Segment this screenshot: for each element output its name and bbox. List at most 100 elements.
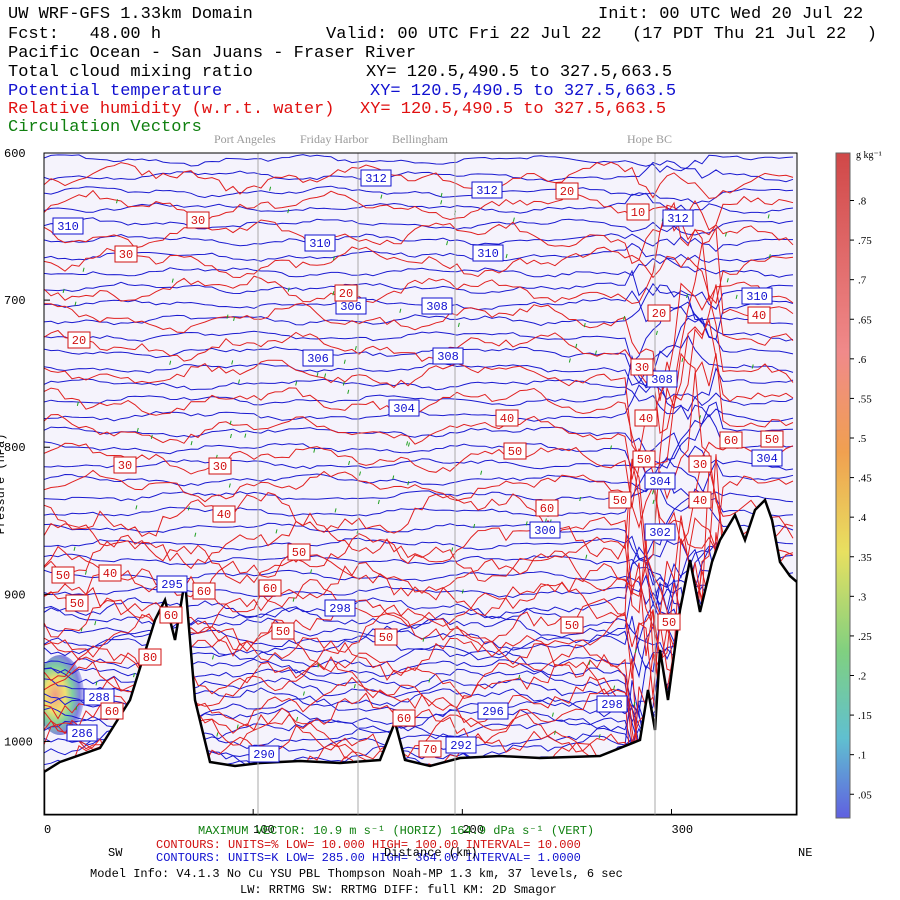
contour-line <box>44 242 794 263</box>
vector <box>633 701 636 707</box>
vector <box>594 350 597 355</box>
contour-label: 310 <box>57 220 79 234</box>
y-axis-label: Pressure (hPa) <box>0 434 8 535</box>
colorbar <box>835 152 851 819</box>
contour-line <box>44 353 794 500</box>
vector <box>292 597 295 602</box>
contour-label-box <box>495 409 519 427</box>
colorbar-unit: g kg⁻¹ <box>856 150 882 161</box>
vector <box>62 288 65 293</box>
contour-line <box>44 458 794 714</box>
field-name: Relative humidity (w.r.t. water) <box>8 100 334 119</box>
contour-line <box>44 233 794 252</box>
colorbar-tick-label: .8 <box>858 196 867 208</box>
contour-label-box <box>51 566 75 584</box>
contour-label-box <box>477 702 509 720</box>
vector <box>767 214 770 219</box>
colorbar-tick-label: .25 <box>858 631 872 643</box>
contour-line <box>44 317 794 384</box>
contour-label: 50 <box>508 445 522 459</box>
vector <box>551 712 554 717</box>
vector <box>236 724 239 729</box>
colorbar-tick-label: .45 <box>858 473 872 485</box>
footer-model: Model Info: V4.1.3 No Cu YSU PBL Thompso… <box>90 867 623 881</box>
contour-label: 60 <box>540 502 554 516</box>
contour-label-box <box>100 702 124 720</box>
contour-label: 30 <box>213 460 227 474</box>
contour-label: 30 <box>191 214 205 228</box>
colorbar-tick-label: .05 <box>858 789 872 801</box>
colorbar-tick-label: .65 <box>858 314 872 326</box>
vector <box>347 389 350 394</box>
contour-line <box>44 246 794 305</box>
fcst: Fcst: 48.00 h <box>8 25 161 44</box>
contour-label-box <box>741 287 773 305</box>
vector <box>588 660 591 666</box>
contour-label-box <box>258 579 282 597</box>
vector <box>296 716 299 722</box>
contour-label: 298 <box>601 698 623 712</box>
contour-label: 300 <box>534 524 556 538</box>
field-xy: XY= 120.5,490.5 to 327.5,663.5 <box>370 82 676 101</box>
vector <box>348 460 351 466</box>
contour-label-box <box>159 606 183 624</box>
vector <box>407 442 410 447</box>
contour-line <box>44 334 794 387</box>
contour-label-box <box>52 217 84 235</box>
contour-label-box <box>334 284 358 302</box>
contour-line <box>44 497 794 560</box>
vector <box>228 483 231 488</box>
vector <box>332 291 335 296</box>
contour-label: 50 <box>765 433 779 447</box>
vector <box>406 441 409 446</box>
vector <box>451 547 454 552</box>
contour-label-box <box>555 182 579 200</box>
contour-label-box <box>535 499 559 517</box>
contour-label-box <box>302 349 334 367</box>
vector <box>287 287 290 292</box>
vector <box>295 381 298 386</box>
contour-label-box <box>657 613 681 631</box>
colorbar-tick-label: .3 <box>858 591 867 603</box>
vector <box>231 360 234 365</box>
terrain <box>44 497 797 815</box>
vector <box>610 445 612 450</box>
contour-label-box <box>388 399 420 417</box>
vector <box>82 267 85 272</box>
x-axis-label: Distance (km) <box>384 846 478 860</box>
vector <box>75 705 78 711</box>
contour-label-box <box>192 582 216 600</box>
vector <box>699 415 701 420</box>
colorbar-tick-label: .1 <box>858 750 866 762</box>
contour-label-box <box>374 628 398 646</box>
colorbar-tick-label: .15 <box>858 710 872 722</box>
vector <box>334 508 337 513</box>
contour-label-box <box>747 306 771 324</box>
location: Friday Harbor <box>300 132 368 146</box>
vector <box>238 379 241 384</box>
contour-line <box>44 535 794 575</box>
vector <box>735 294 738 300</box>
valid: Valid: 00 UTC Fri 22 Jul 22 (17 PDT Thu … <box>326 25 877 44</box>
vector <box>686 293 689 298</box>
contour-label: 50 <box>292 546 306 560</box>
contour-label: 20 <box>72 334 86 348</box>
contour-line <box>44 282 794 327</box>
contour-line <box>44 257 794 278</box>
contour-label: 60 <box>397 712 411 726</box>
footer-vector: MAXIMUM VECTOR: 10.9 m s⁻¹ (HORIZ) 164.9… <box>198 824 594 838</box>
vector <box>681 357 684 363</box>
field-name: Total cloud mixing ratio <box>8 63 253 82</box>
vector <box>332 256 335 261</box>
contour-label: 30 <box>119 248 133 262</box>
contour-label: 20 <box>652 307 666 321</box>
contour-line <box>44 154 794 173</box>
contour-label: 50 <box>565 619 579 633</box>
contour-label: 292 <box>450 739 472 753</box>
contour-label: 296 <box>482 705 504 719</box>
contour-label: 60 <box>164 609 178 623</box>
vector <box>269 186 272 191</box>
vector <box>623 315 626 321</box>
location: Hope BC <box>627 132 672 146</box>
